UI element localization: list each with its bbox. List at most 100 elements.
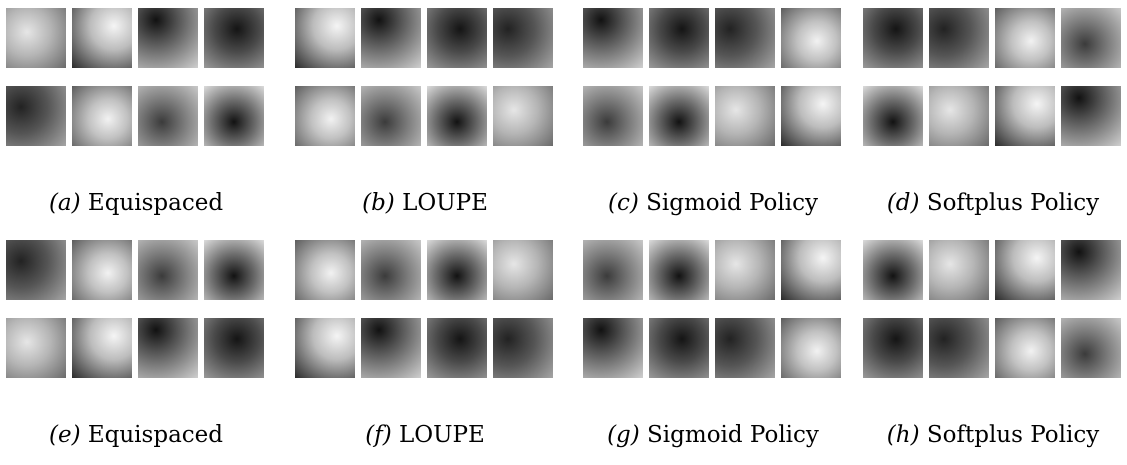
image-thumbnail <box>427 8 487 68</box>
image-thumbnail <box>863 318 923 378</box>
image-thumbnail <box>72 8 132 68</box>
image-thumbnail <box>295 86 355 146</box>
image-thumbnail <box>649 240 709 300</box>
image-thumbnail <box>1061 240 1121 300</box>
image-thumbnail <box>995 318 1055 378</box>
image-thumbnail <box>929 86 989 146</box>
image-thumbnail <box>1061 86 1121 146</box>
image-thumbnail <box>781 318 841 378</box>
image-grid <box>295 8 555 158</box>
panel-label: (d) <box>886 190 920 216</box>
image-thumbnail <box>995 8 1055 68</box>
image-thumbnail <box>204 318 264 378</box>
panel-caption: (c) Sigmoid Policy <box>583 190 843 216</box>
panel-title: Equispaced <box>87 190 224 216</box>
image-grid <box>6 240 266 390</box>
panel-label: (f) <box>365 422 392 448</box>
image-grid <box>863 8 1123 158</box>
panel-label: (g) <box>607 422 640 448</box>
panel-label: (h) <box>886 422 920 448</box>
panel-title: Equispaced <box>87 422 223 448</box>
panel-label: (c) <box>607 190 639 216</box>
image-thumbnail <box>204 8 264 68</box>
image-thumbnail <box>138 8 198 68</box>
image-thumbnail <box>715 8 775 68</box>
image-thumbnail <box>427 318 487 378</box>
image-thumbnail <box>649 8 709 68</box>
image-thumbnail <box>295 240 355 300</box>
image-thumbnail <box>204 240 264 300</box>
image-grid <box>295 240 555 390</box>
panel-g: (g) Sigmoid Policy <box>583 240 843 465</box>
image-thumbnail <box>204 86 264 146</box>
image-thumbnail <box>715 318 775 378</box>
image-thumbnail <box>493 86 553 146</box>
image-thumbnail <box>427 240 487 300</box>
image-thumbnail <box>493 318 553 378</box>
image-thumbnail <box>72 318 132 378</box>
panel-a: (a) Equispaced <box>6 8 266 233</box>
panel-caption: (b) LOUPE <box>295 190 555 216</box>
panel-title: LOUPE <box>399 422 485 448</box>
image-thumbnail <box>781 240 841 300</box>
panel-label: (e) <box>48 422 81 448</box>
panel-c: (c) Sigmoid Policy <box>583 8 843 233</box>
image-thumbnail <box>361 318 421 378</box>
panel-caption: (g) Sigmoid Policy <box>583 422 843 448</box>
image-thumbnail <box>863 240 923 300</box>
image-grid <box>583 240 843 390</box>
image-thumbnail <box>781 86 841 146</box>
panel-b: (b) LOUPE <box>295 8 555 233</box>
image-thumbnail <box>493 8 553 68</box>
panel-e: (e) Equispaced <box>6 240 266 465</box>
panel-caption: (d) Softplus Policy <box>863 190 1123 216</box>
image-grid <box>6 8 266 158</box>
panel-label: (b) <box>362 190 395 216</box>
image-thumbnail <box>427 86 487 146</box>
image-thumbnail <box>6 240 66 300</box>
image-thumbnail <box>863 8 923 68</box>
image-thumbnail <box>583 86 643 146</box>
image-thumbnail <box>863 86 923 146</box>
image-thumbnail <box>361 8 421 68</box>
image-thumbnail <box>138 318 198 378</box>
image-thumbnail <box>583 318 643 378</box>
panel-f: (f) LOUPE <box>295 240 555 465</box>
panel-title: Softplus Policy <box>926 422 1100 448</box>
image-thumbnail <box>781 8 841 68</box>
image-grid <box>583 8 843 158</box>
image-thumbnail <box>295 8 355 68</box>
panel-h: (h) Softplus Policy <box>863 240 1123 465</box>
image-thumbnail <box>72 86 132 146</box>
image-thumbnail <box>361 86 421 146</box>
image-thumbnail <box>995 240 1055 300</box>
image-thumbnail <box>649 318 709 378</box>
image-thumbnail <box>295 318 355 378</box>
image-thumbnail <box>138 240 198 300</box>
image-thumbnail <box>138 86 198 146</box>
image-thumbnail <box>715 86 775 146</box>
image-thumbnail <box>715 240 775 300</box>
panel-caption: (e) Equispaced <box>6 422 266 448</box>
panel-title: Sigmoid Policy <box>646 190 818 216</box>
image-thumbnail <box>649 86 709 146</box>
image-thumbnail <box>583 8 643 68</box>
image-thumbnail <box>6 86 66 146</box>
image-grid <box>863 240 1123 390</box>
panel-title: LOUPE <box>402 190 488 216</box>
panel-label: (a) <box>48 190 81 216</box>
image-thumbnail <box>995 86 1055 146</box>
image-thumbnail <box>6 318 66 378</box>
image-thumbnail <box>1061 318 1121 378</box>
panel-d: (d) Softplus Policy <box>863 8 1123 233</box>
image-thumbnail <box>929 240 989 300</box>
panel-caption: (h) Softplus Policy <box>863 422 1123 448</box>
panel-caption: (f) LOUPE <box>295 422 555 448</box>
image-thumbnail <box>583 240 643 300</box>
panel-title: Softplus Policy <box>926 190 1100 216</box>
image-thumbnail <box>929 8 989 68</box>
panel-title: Sigmoid Policy <box>647 422 819 448</box>
image-thumbnail <box>1061 8 1121 68</box>
image-thumbnail <box>72 240 132 300</box>
image-thumbnail <box>361 240 421 300</box>
